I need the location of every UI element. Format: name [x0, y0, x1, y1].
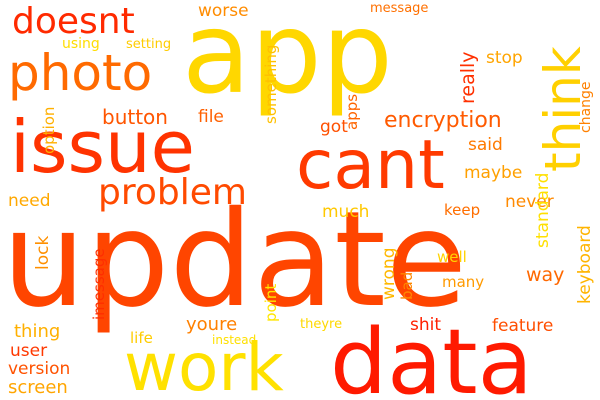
word-user: user	[10, 341, 47, 361]
word-think: think	[534, 46, 592, 172]
word-something: something	[262, 45, 280, 124]
word-way: way	[526, 264, 564, 286]
word-much: much	[322, 202, 369, 222]
word-lock: lock	[33, 236, 53, 270]
word-never: never	[505, 192, 554, 212]
word-really: really	[457, 51, 479, 104]
word-many: many	[442, 273, 484, 291]
word-data: data	[330, 310, 533, 400]
word-standard: standard	[533, 173, 553, 248]
word-version: version	[8, 359, 70, 379]
word-apps: apps	[343, 94, 361, 130]
word-option: option	[40, 107, 58, 154]
word-cant: cant	[296, 126, 445, 205]
word-life: life	[130, 329, 153, 347]
word-work: work	[124, 329, 284, 400]
word-point: point	[262, 284, 280, 322]
word-theyre: theyre	[300, 317, 342, 332]
word-using: using	[62, 36, 100, 52]
word-button: button	[102, 105, 168, 129]
word-encryption: encryption	[384, 108, 502, 133]
word-bad: bad	[398, 272, 416, 300]
word-maybe: maybe	[464, 163, 522, 183]
word-got: got	[320, 117, 348, 137]
word-stop: stop	[486, 48, 523, 68]
word-file: file	[198, 107, 224, 127]
word-problem: problem	[98, 172, 247, 213]
word-photo: photo	[8, 44, 152, 102]
word-wrong: wrong	[379, 248, 399, 301]
word-app: app	[182, 0, 393, 119]
word-worse: worse	[198, 1, 249, 21]
word-change: change	[578, 81, 594, 133]
word-imessage: imessage	[90, 248, 108, 320]
word-need: need	[8, 191, 50, 211]
word-doesnt: doesnt	[12, 1, 135, 42]
word-message: message	[370, 1, 428, 16]
word-instead: instead	[212, 333, 256, 347]
word-update: update	[2, 183, 467, 337]
word-well: well	[437, 248, 467, 266]
word-keep: keep	[444, 201, 480, 219]
word-feature: feature	[492, 316, 553, 336]
word-screen: screen	[8, 377, 68, 398]
word-issue: issue	[10, 105, 195, 189]
word-keyboard: keyboard	[575, 225, 595, 304]
word-setting: setting	[126, 37, 171, 52]
word-youre: youre	[186, 314, 237, 335]
word-shit: shit	[410, 315, 441, 335]
word-said: said	[468, 135, 503, 155]
word-thing: thing	[14, 321, 60, 342]
